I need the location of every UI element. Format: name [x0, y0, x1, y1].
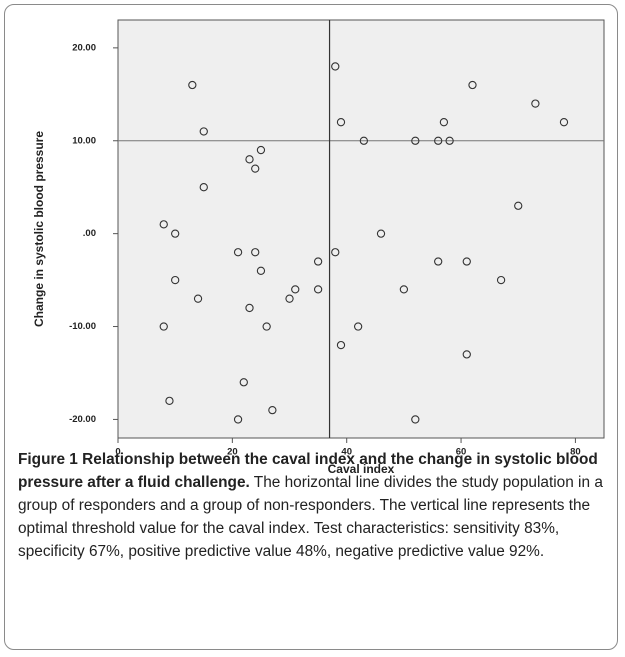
x-tick-label: 60 — [456, 447, 467, 458]
point — [359, 136, 369, 145]
y-axis-title: Change in systolic blood pressure — [32, 131, 46, 327]
point — [291, 285, 300, 294]
point — [331, 248, 340, 257]
point — [251, 248, 260, 257]
y-tick-label: .00 — [83, 228, 96, 239]
point — [171, 275, 180, 285]
point — [245, 303, 254, 313]
point — [445, 136, 454, 145]
point — [559, 118, 569, 127]
point — [199, 127, 208, 136]
x-axis-title: Caval index — [328, 462, 395, 476]
point — [411, 415, 420, 424]
point — [233, 248, 243, 257]
point — [331, 62, 340, 71]
point — [439, 118, 449, 127]
x-tick-label: 80 — [570, 447, 581, 458]
point — [268, 405, 277, 415]
point — [159, 322, 168, 331]
y-tick-label: -20.00 — [69, 414, 96, 425]
point — [313, 285, 323, 294]
point — [376, 229, 386, 238]
x-tick-label: 0 — [115, 447, 120, 458]
figure-frame — [4, 4, 618, 650]
point — [171, 229, 180, 238]
point — [233, 415, 243, 424]
point — [336, 340, 346, 350]
x-tick-label: 40 — [341, 447, 352, 458]
y-tick-label: 20.00 — [72, 42, 96, 53]
point — [496, 275, 506, 285]
chart: 20.00 10.00 .00 -10.00 -20.00 0 20 40 60 80 Change… — [32, 19, 605, 476]
caption-text: The horizontal line divides the study po… — [18, 474, 603, 560]
point — [411, 136, 420, 145]
point — [159, 220, 168, 229]
point — [399, 285, 409, 294]
y-tick-label: 10.00 — [72, 135, 96, 146]
x-tick-label: 20 — [227, 447, 238, 458]
point — [199, 183, 208, 192]
y-tick-label: -10.00 — [69, 321, 96, 332]
point — [188, 80, 197, 90]
point — [262, 322, 271, 331]
point — [193, 294, 203, 303]
point — [434, 136, 443, 145]
point — [514, 201, 523, 210]
point — [468, 80, 477, 90]
point — [245, 155, 254, 164]
caption: Figure 1 Relationship between the caval … — [18, 448, 614, 563]
point — [462, 257, 471, 266]
point — [531, 99, 540, 108]
point — [462, 350, 471, 359]
point — [285, 294, 294, 303]
point — [434, 257, 443, 266]
point — [165, 396, 174, 405]
plot-area — [117, 19, 605, 439]
point — [313, 257, 323, 266]
point — [239, 378, 248, 387]
point — [251, 164, 260, 173]
point — [256, 266, 266, 275]
point — [336, 118, 346, 127]
point — [256, 145, 266, 155]
point — [353, 322, 363, 331]
caption-title: Figure 1 Relationship between the caval … — [18, 451, 598, 491]
